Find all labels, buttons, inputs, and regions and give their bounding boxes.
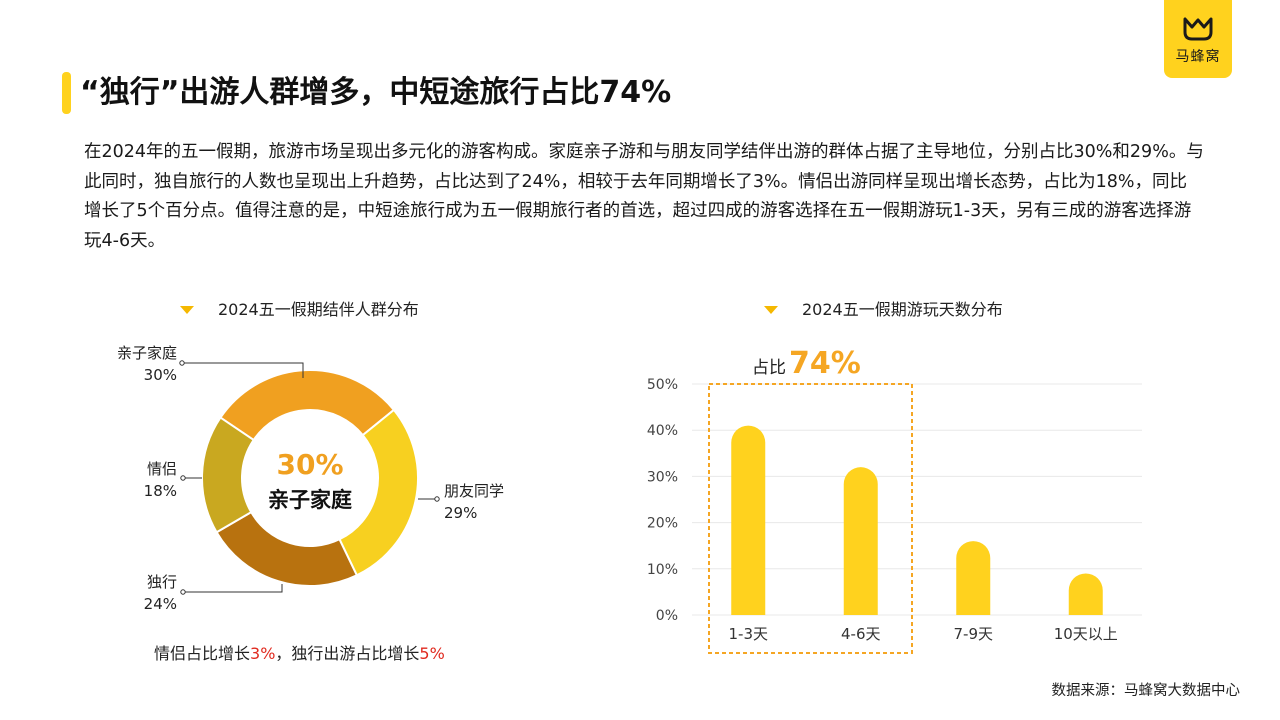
intro-paragraph: 在2024年的五一假期，旅游市场呈现出多元化的游客构成。家庭亲子游和与朋友同学结…: [84, 142, 1204, 251]
x-tick-label-3: 10天以上: [1054, 625, 1118, 643]
page-title: “独行”出游人群增多，中短途旅行占比74%: [80, 75, 672, 110]
donut-label-name-0: 亲子家庭: [117, 344, 177, 362]
donut-leader-dot-0: [179, 360, 185, 366]
donut-label-name-1: 朋友同学: [444, 482, 504, 500]
highlight-box: [708, 383, 913, 654]
y-tick-label: 50%: [647, 377, 678, 393]
brand-logo: 马蜂窝: [1164, 0, 1232, 78]
donut-chart: 亲子家庭 30% 朋友同学 29% 独行 24% 情侣 18%: [117, 344, 504, 613]
bar-chart: 0% 10% 20% 30% 40% 50% 1-3天 4-6天 7-9天 10天以上 占比 74%: [647, 346, 1142, 654]
donut-label-value-3: 18%: [144, 482, 177, 500]
triangle-down-icon: [180, 306, 194, 314]
y-tick-label: 40%: [647, 423, 678, 439]
bar-1: [843, 467, 878, 615]
donut-label-value-0: 30%: [144, 366, 177, 384]
donut-footnote: 情侣占比增长3%，独行出游占比增长5%: [154, 640, 445, 664]
x-tick-label-2: 7-9天: [954, 625, 994, 643]
bar-0: [731, 425, 766, 615]
footnote-text-1: 情侣占比增长: [154, 644, 251, 663]
donut-center-label: 亲子家庭: [268, 488, 352, 512]
y-tick-label: 0%: [656, 608, 678, 624]
bar-chart-title-text: 2024五一假期游玩天数分布: [802, 300, 1003, 319]
donut-label-value-2: 24%: [144, 595, 177, 613]
donut-slice-3: [201, 416, 256, 534]
donut-label-name-3: 情侣: [147, 460, 177, 478]
footnote-value-1: 3%: [250, 644, 276, 663]
donut-chart-title: 2024五一假期结伴人群分布: [180, 299, 419, 321]
logo-text: 马蜂窝: [1175, 49, 1221, 65]
y-tick-label: 30%: [647, 469, 678, 485]
donut-leader-dot-3: [180, 475, 186, 481]
x-tick-label-1: 4-6天: [841, 625, 881, 643]
footnote-value-2: 5%: [419, 644, 445, 663]
bar-chart-title: 2024五一假期游玩天数分布: [764, 299, 1003, 321]
bar-3: [1068, 573, 1103, 615]
donut-label-name-2: 独行: [147, 573, 177, 591]
highlight-value: 74%: [789, 346, 861, 381]
mafengwo-logo-icon: [1183, 17, 1213, 41]
triangle-down-icon: [764, 306, 778, 314]
donut-slice-2: [215, 510, 359, 587]
donut-leader-dot-2: [180, 589, 186, 595]
donut-label-value-1: 29%: [444, 504, 477, 522]
bar-2: [956, 541, 991, 615]
y-tick-label: 10%: [647, 562, 678, 578]
donut-leader-line-0: [182, 362, 304, 378]
footnote-text-2: ，独行出游占比增长: [275, 644, 420, 663]
donut-leader-line-2: [183, 584, 283, 593]
x-tick-label-0: 1-3天: [729, 625, 769, 643]
donut-center-value: 30%: [276, 448, 343, 481]
donut-slice-0: [219, 369, 396, 442]
donut-chart-title-text: 2024五一假期结伴人群分布: [218, 300, 419, 319]
y-tick-label: 20%: [647, 516, 678, 532]
donut-slice-1: [338, 408, 419, 577]
highlight-prefix: 占比: [752, 358, 786, 378]
data-source: 数据来源：马蜂窝大数据中心: [1051, 683, 1241, 699]
title-accent-bar: [62, 72, 71, 114]
donut-leader-dot-1: [434, 496, 440, 502]
